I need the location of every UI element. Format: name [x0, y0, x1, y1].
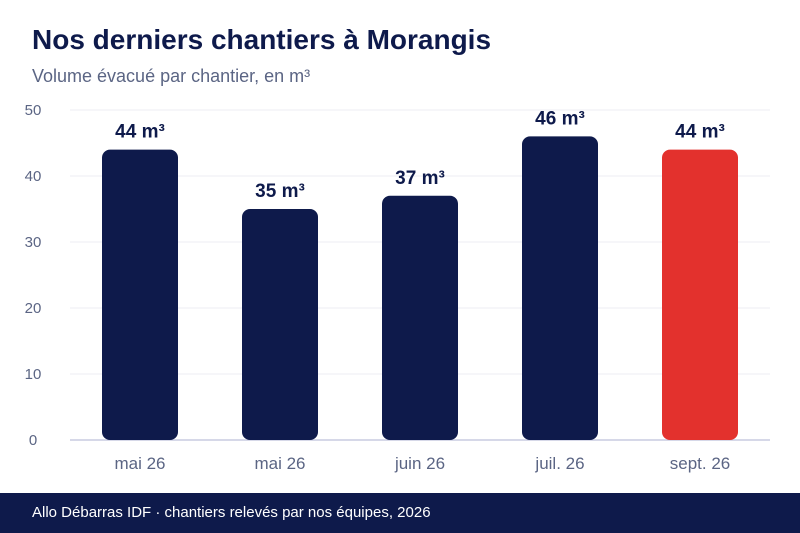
- bar: [102, 149, 178, 440]
- y-axis-ticks: 0 10 20 30 40 50: [25, 102, 42, 449]
- chart-title: Nos derniers chantiers à Morangis: [32, 24, 492, 55]
- x-tick-label: juil. 26: [534, 454, 584, 473]
- x-axis-ticks: mai 26 mai 26 juin 26 juil. 26 sept. 26: [114, 454, 730, 473]
- bar: [522, 136, 598, 440]
- bar-value-label: 44 m³: [115, 122, 165, 143]
- x-tick-label: mai 26: [114, 454, 165, 473]
- bar: [382, 195, 458, 440]
- bars: [102, 136, 738, 440]
- bar-chart: 0 10 20 30 40 50 44 m³ 35 m³ 37 m³ 46 m³ 44 m³ ma…: [25, 102, 770, 473]
- bar: [662, 149, 738, 440]
- y-tick-label: 0: [29, 432, 37, 449]
- x-tick-label: sept. 26: [670, 454, 731, 473]
- bar-value-label: 44 m³: [675, 122, 725, 143]
- y-tick-label: 20: [25, 300, 42, 317]
- footer-bar: Allo Débarras IDF · chantiers relevés pa…: [0, 493, 800, 533]
- y-tick-label: 30: [25, 234, 42, 251]
- x-tick-label: juin 26: [394, 454, 445, 473]
- bar: [242, 209, 318, 440]
- bar-value-label: 46 m³: [535, 108, 585, 129]
- bar-value-label: 37 m³: [395, 168, 445, 189]
- chart-subtitle: Volume évacué par chantier, en m³: [32, 66, 311, 86]
- x-tick-label: mai 26: [254, 454, 305, 473]
- y-tick-label: 10: [25, 366, 42, 383]
- value-labels: 44 m³ 35 m³ 37 m³ 46 m³ 44 m³: [115, 108, 725, 202]
- footer-source-text: Allo Débarras IDF · chantiers relevés pa…: [32, 504, 431, 521]
- y-tick-label: 40: [25, 168, 42, 185]
- bar-value-label: 35 m³: [255, 181, 305, 202]
- y-tick-label: 50: [25, 102, 42, 119]
